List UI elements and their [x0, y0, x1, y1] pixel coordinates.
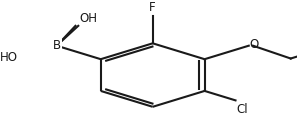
Text: F: F — [149, 1, 156, 14]
Text: OH: OH — [80, 12, 97, 25]
Text: HO: HO — [0, 51, 18, 64]
Text: Cl: Cl — [237, 103, 248, 116]
Text: B: B — [52, 39, 61, 52]
Text: O: O — [249, 38, 259, 51]
